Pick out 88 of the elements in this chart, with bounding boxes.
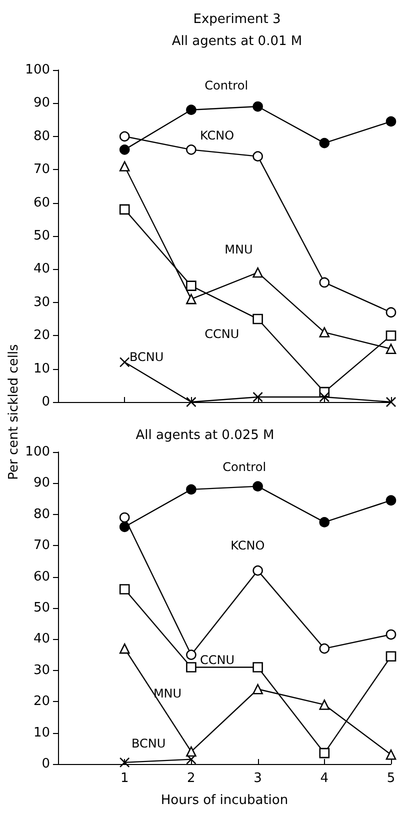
point	[252, 684, 263, 694]
y-tick-label: 80	[33, 128, 50, 144]
point	[252, 392, 263, 402]
point	[252, 565, 263, 576]
point	[186, 144, 196, 155]
point	[386, 344, 396, 354]
point	[252, 314, 263, 324]
y-tick-label: 20	[33, 694, 50, 710]
y-tick-label: 90	[33, 96, 50, 111]
series-label: CCNU	[204, 326, 240, 341]
point	[119, 584, 130, 594]
point	[186, 650, 196, 660]
point	[119, 757, 130, 768]
point	[252, 662, 263, 672]
series-label: MNU	[224, 242, 253, 256]
y-tick-label: 100	[25, 444, 50, 460]
point	[252, 101, 263, 112]
point	[186, 662, 196, 672]
y-tick-label: 30	[33, 294, 50, 310]
series-label: KCNO	[230, 538, 265, 552]
y-tick-label: 0	[42, 394, 50, 410]
series-label: KCNO	[200, 128, 234, 143]
y-tick-label: 40	[33, 262, 50, 277]
point	[386, 330, 396, 341]
series-label: MNU	[153, 686, 182, 700]
point	[252, 151, 263, 162]
y-tick-label: 20	[33, 328, 50, 344]
point	[319, 277, 330, 288]
x-tick-label: 4	[320, 771, 329, 786]
point	[386, 307, 396, 318]
point	[319, 748, 330, 758]
y-tick-label: 100	[25, 62, 50, 78]
series-label: BCNU	[129, 350, 164, 364]
point	[186, 280, 196, 291]
x-axis-title: Hours of incubation	[160, 793, 288, 808]
point	[186, 104, 196, 115]
y-tick-label: 90	[33, 476, 50, 491]
point	[386, 495, 396, 506]
point	[186, 396, 196, 408]
y-tick-label: 30	[33, 662, 50, 678]
series-label: Control	[204, 78, 248, 92]
point	[319, 327, 330, 338]
chart-subtitle: All agents at 0.01 M	[172, 34, 302, 49]
point	[119, 131, 130, 142]
point	[252, 267, 263, 278]
point	[386, 629, 396, 640]
y-tick-label: 50	[33, 228, 50, 244]
point	[186, 746, 196, 757]
chart-title: Experiment 3	[193, 12, 281, 27]
y-tick-label: 60	[33, 195, 50, 210]
x-tick-label: 1	[120, 771, 129, 786]
point	[186, 294, 196, 304]
y-tick-label: 80	[33, 506, 50, 522]
x-tick-label: 5	[386, 771, 396, 786]
series-label: Control	[222, 460, 266, 474]
point	[319, 643, 330, 654]
point	[119, 161, 130, 172]
point	[386, 651, 396, 662]
point	[386, 116, 396, 127]
chart-title: All agents at 0.025 M	[136, 428, 274, 443]
y-tick-label: 70	[33, 162, 50, 178]
y-tick-label: 60	[33, 569, 50, 584]
point	[319, 138, 330, 148]
point	[386, 749, 396, 760]
point	[186, 484, 196, 495]
y-tick-label: 50	[33, 600, 50, 616]
point	[252, 481, 263, 492]
point	[119, 522, 130, 532]
point	[119, 643, 130, 654]
y-tick-label: 10	[33, 725, 50, 740]
y-tick-label: 70	[33, 538, 50, 554]
x-tick-label: 3	[254, 771, 262, 786]
y-tick-label: 40	[33, 632, 50, 647]
point	[119, 144, 130, 155]
point	[319, 392, 330, 402]
series-label: CCNU	[200, 653, 235, 668]
point	[119, 204, 130, 215]
point	[319, 517, 330, 528]
series-label: BCNU	[131, 736, 166, 750]
point	[119, 357, 130, 368]
point	[119, 512, 130, 523]
x-tick-label: 2	[187, 771, 196, 786]
point	[386, 396, 396, 408]
y-tick-label: 10	[33, 361, 50, 376]
point	[186, 754, 196, 764]
point	[319, 700, 330, 710]
y-tick-label: 0	[42, 756, 50, 772]
y-axis-title: Per cent sickled cells	[6, 344, 22, 480]
